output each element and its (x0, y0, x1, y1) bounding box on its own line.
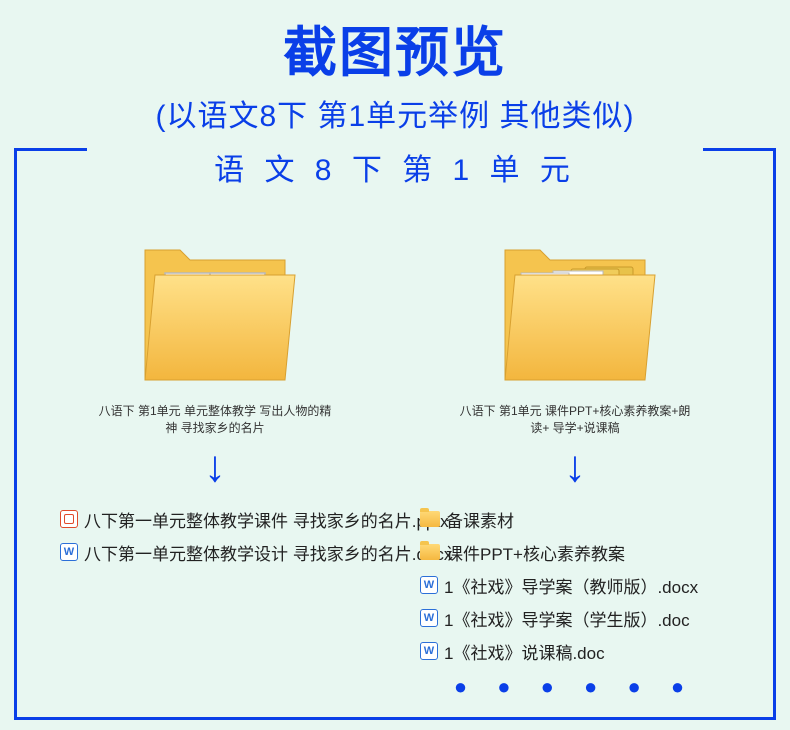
content-frame (14, 148, 776, 720)
page-title: 截图预览 (0, 0, 790, 87)
folder-icon (420, 544, 440, 560)
folder-icon (420, 511, 440, 527)
page-subtitle: (以语文8下 第1单元举例 其他类似) (0, 91, 790, 135)
